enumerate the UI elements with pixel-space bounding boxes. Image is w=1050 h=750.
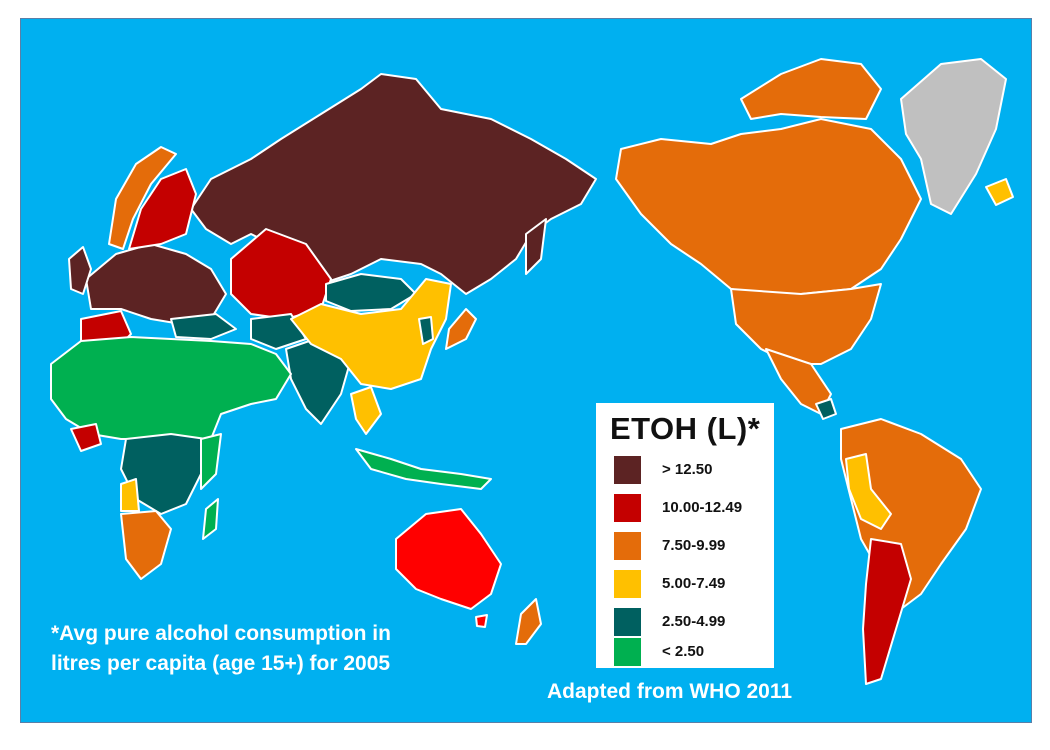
legend-label: 5.00-7.49 <box>662 575 726 592</box>
region-korea <box>418 316 434 345</box>
legend-label: 10.00-12.49 <box>662 499 743 516</box>
region-usa <box>730 283 882 365</box>
legend-title: ETOH (L)* <box>610 411 761 446</box>
legend-item: > 12.50 <box>614 456 774 484</box>
region-botswana <box>120 478 140 512</box>
legend-item: < 2.50 <box>614 638 774 666</box>
legend-label: 7.50-9.99 <box>662 537 726 554</box>
legend-swatch <box>614 608 641 636</box>
region-tasmania <box>475 614 488 628</box>
region-mongolia <box>325 273 417 312</box>
world-map: ETOH (L)* > 12.50 10.00-12.49 7.50-9.99 … <box>20 18 1032 723</box>
legend-item: 5.00-7.49 <box>614 570 774 598</box>
legend-swatch <box>614 532 641 560</box>
region-southern-africa <box>120 510 172 580</box>
region-southeast-asia <box>350 386 382 435</box>
region-argentina-chile <box>862 538 912 685</box>
map-canvas <box>50 58 1014 685</box>
region-central-africa <box>120 433 207 515</box>
region-madagascar <box>202 498 219 540</box>
region-norway <box>108 146 177 250</box>
region-turkey <box>170 313 237 340</box>
legend-box: ETOH (L)* > 12.50 10.00-12.49 7.50-9.99 … <box>596 403 774 668</box>
legend-swatch <box>614 638 641 666</box>
region-central-europe <box>85 243 227 325</box>
footnote-line: *Avg pure alcohol consumption in <box>51 622 391 645</box>
region-indonesia <box>355 448 492 490</box>
legend-label: 2.50-4.99 <box>662 613 726 630</box>
region-north-africa <box>50 336 292 440</box>
region-peru-bolivia <box>845 453 892 530</box>
region-japan <box>445 308 477 350</box>
region-kamchatka <box>525 218 547 275</box>
region-china <box>290 278 452 390</box>
legend-label: < 2.50 <box>662 643 705 660</box>
legend-swatch <box>614 456 641 484</box>
source-credit: Adapted from WHO 2011 <box>547 680 793 703</box>
legend-item: 7.50-9.99 <box>614 532 774 560</box>
region-canada <box>615 118 922 295</box>
legend-swatch <box>614 570 641 598</box>
region-east-africa <box>200 433 222 490</box>
legend-label: > 12.50 <box>662 461 713 478</box>
legend-item: 2.50-4.99 <box>614 608 774 636</box>
footnote: *Avg pure alcohol consumption in litres … <box>51 619 391 679</box>
legend-swatch <box>614 494 641 522</box>
region-new-zealand <box>515 598 542 645</box>
region-central-asia <box>250 313 307 350</box>
region-west-africa-red <box>70 423 102 452</box>
legend-item: 10.00-12.49 <box>614 494 774 522</box>
region-central-america <box>815 398 837 420</box>
region-australia <box>395 508 502 610</box>
region-sweden-finland <box>128 168 197 250</box>
region-uk <box>68 246 92 295</box>
region-greenland <box>900 58 1007 215</box>
region-iceland <box>985 178 1014 206</box>
footnote-line: litres per capita (age 15+) for 2005 <box>51 652 391 675</box>
region-arctic-islands <box>740 58 882 120</box>
